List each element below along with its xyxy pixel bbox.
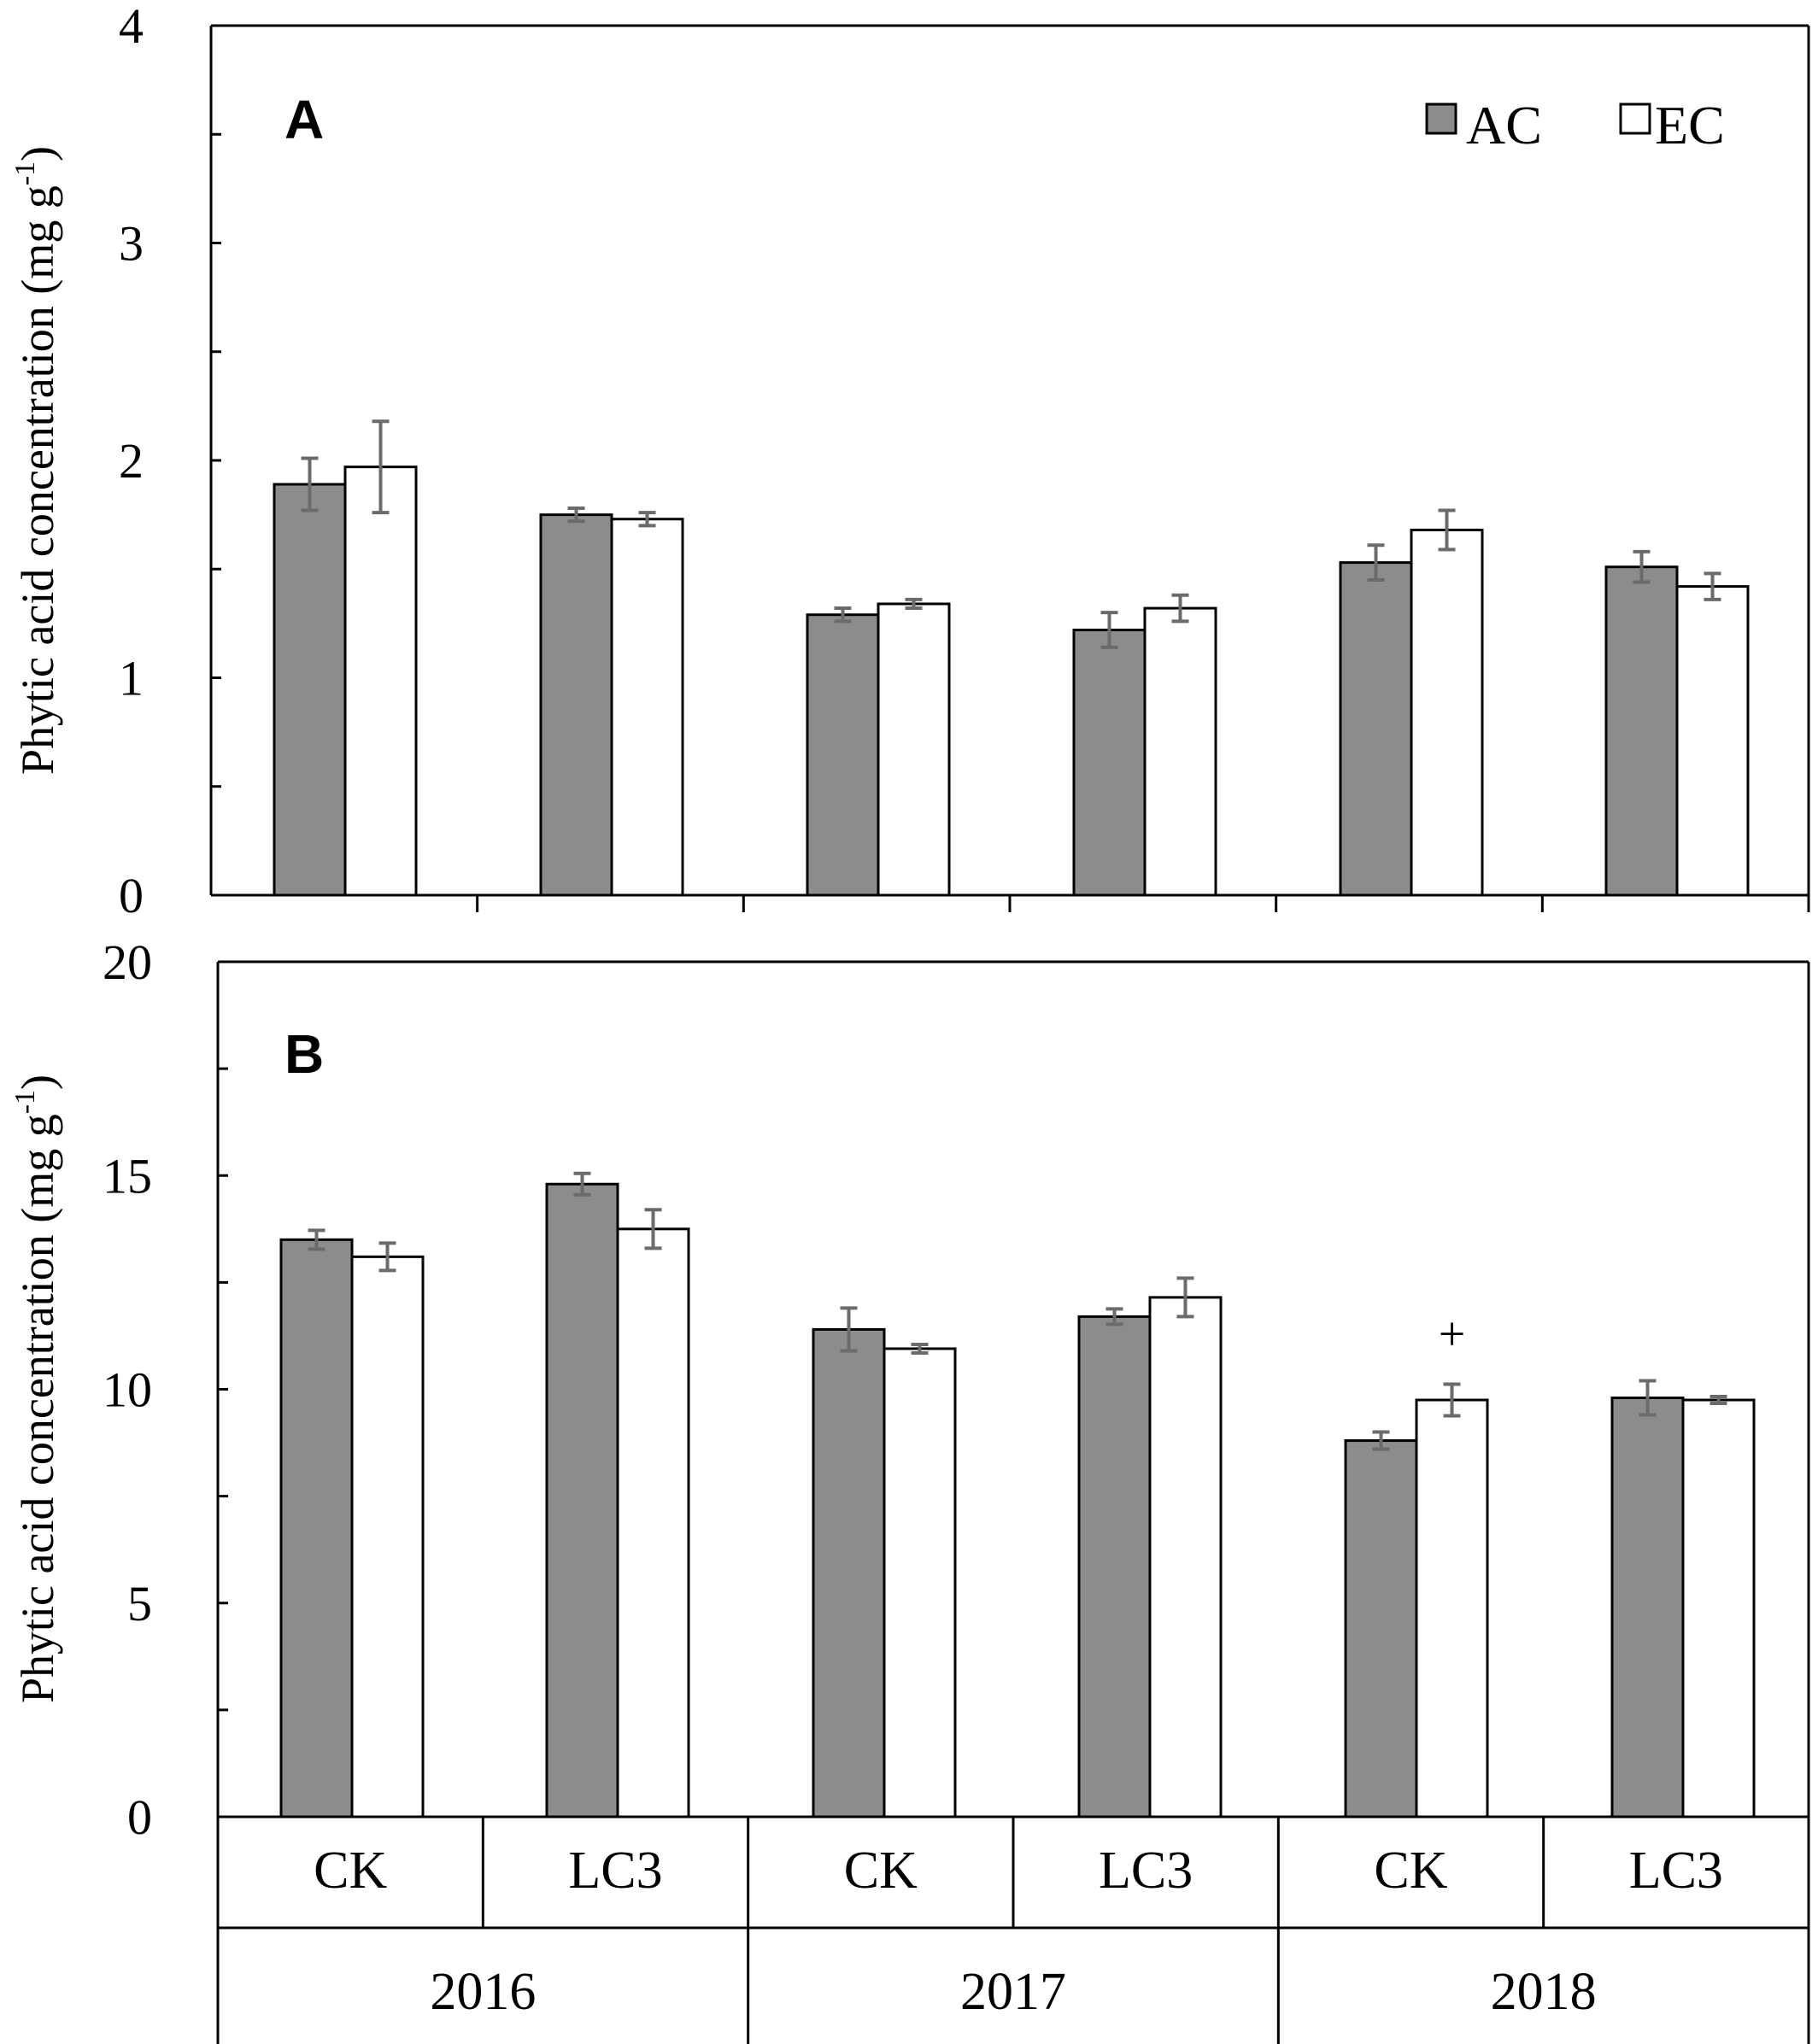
category-label: CK	[314, 1842, 387, 1900]
panel-a-y-axis-label-main: Phytic acid concentration (mg g	[12, 185, 63, 775]
legend-ac-label: AC	[1466, 95, 1542, 155]
year-group-label: 2017	[960, 1963, 1066, 2021]
y-tick-label: 10	[103, 1362, 152, 1418]
panel-b-y-axis-label-main: Phytic acid concentration (mg g	[12, 1114, 63, 1703]
bar-ec	[343, 466, 418, 897]
category-label: LC3	[568, 1842, 662, 1900]
y-tick-label: 5	[127, 1576, 152, 1631]
panel-a-bars	[273, 419, 1750, 897]
panel-a-y-axis-label-sup: -1	[9, 161, 41, 185]
bar-ac	[806, 613, 880, 897]
y-tick-label: 20	[103, 934, 152, 990]
panel-a-y-ticks: 0 1 2 3 4	[119, 0, 221, 923]
year-group-label: 2018	[1491, 1963, 1597, 2021]
panel-a-x-ticks	[476, 895, 1810, 912]
y-tick-label: 0	[119, 868, 144, 923]
bar-ec	[1415, 1398, 1489, 1819]
bar-ec	[610, 518, 684, 897]
bar-ac	[1344, 1439, 1418, 1819]
panel-a: 0 1 2 3 4 A Phytic acid concentration (mg g-…	[9, 0, 1810, 923]
y-tick-label: 4	[119, 0, 144, 54]
panel-b-year-labels: 2016 2017 2018	[430, 1963, 1596, 2021]
panel-a-letter: A	[284, 89, 324, 150]
panel-b-y-ticks: 0 5 10 15 20	[103, 934, 228, 1845]
bar-ec	[1148, 1296, 1223, 1819]
bar-ac	[1077, 1315, 1152, 1819]
category-label: CK	[1374, 1842, 1447, 1900]
bar-ac	[1604, 565, 1679, 897]
bar-ec	[877, 602, 951, 897]
legend-ec-label: EC	[1655, 95, 1725, 155]
year-group-label: 2016	[430, 1963, 536, 2021]
bar-ac	[1339, 561, 1413, 897]
panel-b-y-axis-label-sup: -1	[9, 1090, 41, 1114]
legend-ec-swatch	[1619, 102, 1651, 135]
bar-ec	[1143, 606, 1217, 897]
legend-ac-swatch	[1425, 102, 1457, 135]
legend: AC EC	[1425, 95, 1725, 155]
y-tick-label: 3	[119, 216, 144, 272]
panel-b-letter: B	[284, 1023, 324, 1085]
bar-ec	[616, 1227, 690, 1819]
bar-ac	[545, 1182, 619, 1819]
bar-ac	[1072, 629, 1147, 897]
panel-b-bars	[279, 1171, 1756, 1819]
bar-ec	[883, 1347, 957, 1819]
bar-ac	[1610, 1397, 1685, 1819]
bar-ac	[812, 1327, 886, 1819]
panel-b-y-axis-label-end: )	[12, 1075, 63, 1090]
y-tick-label: 1	[119, 651, 144, 706]
bar-ac	[273, 483, 347, 897]
bar-ec	[1410, 528, 1484, 897]
bar-ac	[279, 1238, 354, 1819]
bar-ac	[539, 513, 613, 897]
bar-ec	[1681, 1398, 1756, 1819]
category-label: LC3	[1629, 1842, 1723, 1900]
y-tick-label: 15	[103, 1148, 152, 1204]
category-label: CK	[844, 1842, 918, 1900]
bar-ec	[1675, 585, 1750, 897]
panel-b-category-labels: CK LC3 CK LC3 CK LC3	[314, 1817, 1723, 2044]
panel-b-y-axis-label: Phytic acid concentration (mg g-1)	[9, 1075, 63, 1703]
y-tick-label: 2	[119, 433, 144, 489]
significance-marker: +	[1439, 1308, 1466, 1361]
category-label: LC3	[1099, 1842, 1193, 1900]
panel-a-y-axis-label: Phytic acid concentration (mg g-1)	[9, 146, 63, 775]
bar-ec	[350, 1255, 425, 1819]
y-tick-label: 0	[127, 1789, 152, 1845]
panel-a-y-axis-label-end: )	[12, 146, 63, 161]
